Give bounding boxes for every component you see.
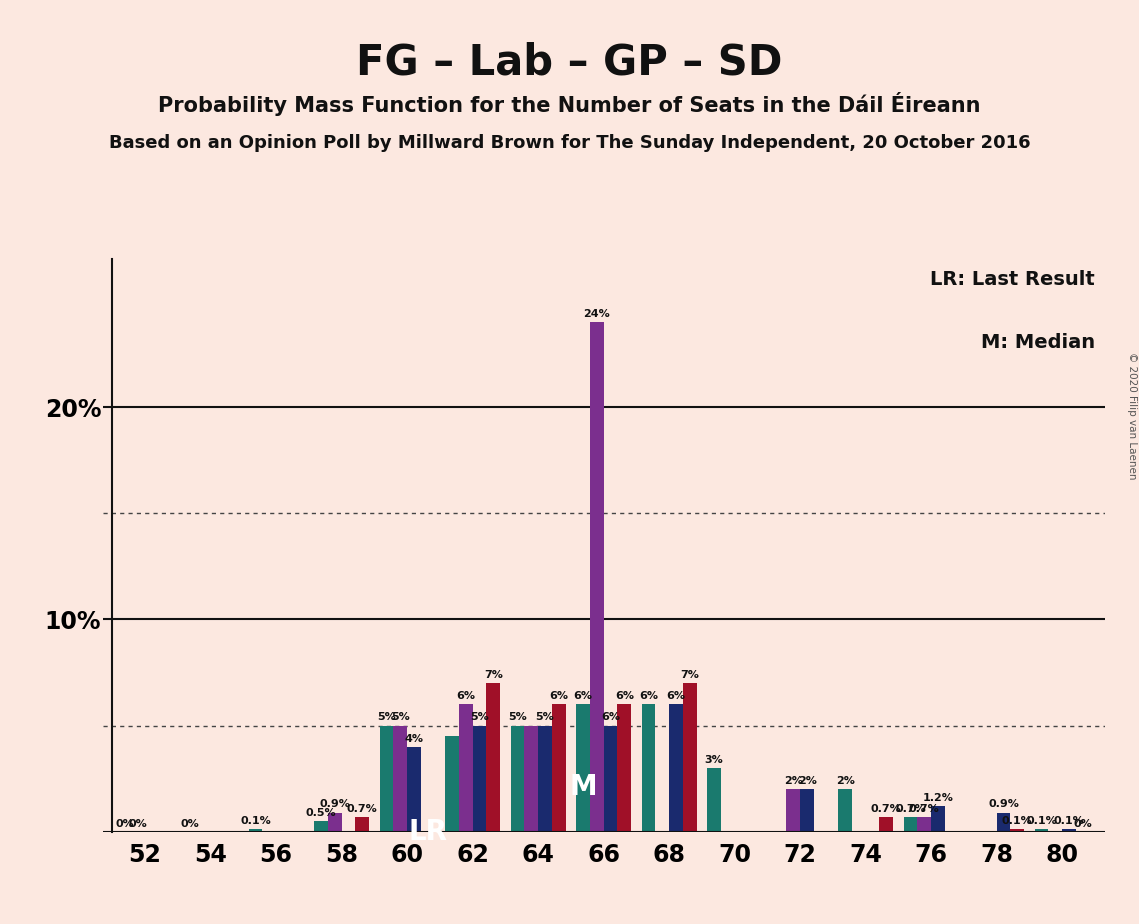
Bar — [786, 789, 801, 832]
Text: 7%: 7% — [484, 670, 502, 680]
Text: 0.5%: 0.5% — [305, 808, 336, 818]
Text: 6%: 6% — [639, 691, 658, 701]
Bar — [918, 817, 932, 832]
Text: 6%: 6% — [549, 691, 568, 701]
Bar — [707, 768, 721, 832]
Text: 2%: 2% — [797, 776, 817, 786]
Text: 5%: 5% — [377, 712, 396, 723]
Bar — [683, 683, 697, 832]
Bar — [355, 817, 369, 832]
Text: 0.1%: 0.1% — [1054, 816, 1084, 826]
Bar — [314, 821, 328, 832]
Text: 6%: 6% — [666, 691, 686, 701]
Bar — [379, 725, 393, 832]
Text: 24%: 24% — [583, 310, 611, 319]
Bar — [538, 725, 552, 832]
Bar — [473, 725, 486, 832]
Text: 4%: 4% — [404, 734, 424, 744]
Text: 0%: 0% — [115, 819, 133, 829]
Bar — [670, 704, 683, 832]
Bar — [445, 736, 459, 832]
Text: M: Median: M: Median — [981, 334, 1095, 352]
Bar — [932, 806, 945, 832]
Text: 0.1%: 0.1% — [240, 816, 271, 826]
Bar — [1010, 830, 1024, 832]
Text: 2%: 2% — [836, 776, 854, 786]
Text: © 2020 Filip van Laenen: © 2020 Filip van Laenen — [1126, 352, 1137, 480]
Text: 7%: 7% — [680, 670, 699, 680]
Text: LR: Last Result: LR: Last Result — [931, 270, 1095, 289]
Text: Probability Mass Function for the Number of Seats in the Dáil Éireann: Probability Mass Function for the Number… — [158, 92, 981, 116]
Text: 6%: 6% — [574, 691, 592, 701]
Text: 6%: 6% — [615, 691, 633, 701]
Bar — [486, 683, 500, 832]
Bar — [1063, 830, 1076, 832]
Bar — [604, 725, 617, 832]
Bar — [459, 704, 473, 832]
Text: 3%: 3% — [705, 755, 723, 765]
Bar — [248, 830, 262, 832]
Bar — [801, 789, 814, 832]
Text: 0.9%: 0.9% — [989, 799, 1019, 809]
Bar — [903, 817, 918, 832]
Text: 5%: 5% — [470, 712, 489, 723]
Text: 0.1%: 0.1% — [1002, 816, 1033, 826]
Text: 0.7%: 0.7% — [347, 804, 378, 813]
Text: 0.1%: 0.1% — [1026, 816, 1057, 826]
Text: M: M — [570, 773, 597, 801]
Bar — [510, 725, 524, 832]
Text: Based on an Opinion Poll by Millward Brown for The Sunday Independent, 20 Octobe: Based on an Opinion Poll by Millward Bro… — [108, 134, 1031, 152]
Bar — [407, 747, 421, 832]
Bar — [617, 704, 631, 832]
Bar — [524, 725, 538, 832]
Text: LR: LR — [408, 818, 448, 845]
Text: FG – Lab – GP – SD: FG – Lab – GP – SD — [357, 42, 782, 83]
Text: 5%: 5% — [391, 712, 410, 723]
Text: 0%: 0% — [1074, 819, 1092, 829]
Bar — [838, 789, 852, 832]
Bar — [997, 812, 1010, 832]
Text: 1.2%: 1.2% — [923, 793, 953, 803]
Text: 2%: 2% — [784, 776, 803, 786]
Text: 0.9%: 0.9% — [319, 799, 350, 809]
Bar — [879, 817, 893, 832]
Text: 5%: 5% — [508, 712, 527, 723]
Text: 0%: 0% — [181, 819, 199, 829]
Bar — [590, 322, 604, 832]
Text: 5%: 5% — [535, 712, 555, 723]
Bar — [328, 812, 342, 832]
Bar — [552, 704, 566, 832]
Text: 6%: 6% — [457, 691, 475, 701]
Bar — [641, 704, 655, 832]
Bar — [393, 725, 407, 832]
Text: 0.7%: 0.7% — [871, 804, 902, 813]
Text: 0.7%: 0.7% — [909, 804, 940, 813]
Bar — [576, 704, 590, 832]
Text: 0%: 0% — [129, 819, 148, 829]
Text: 6%: 6% — [601, 712, 620, 723]
Bar — [1034, 830, 1049, 832]
Text: 0.7%: 0.7% — [895, 804, 926, 813]
